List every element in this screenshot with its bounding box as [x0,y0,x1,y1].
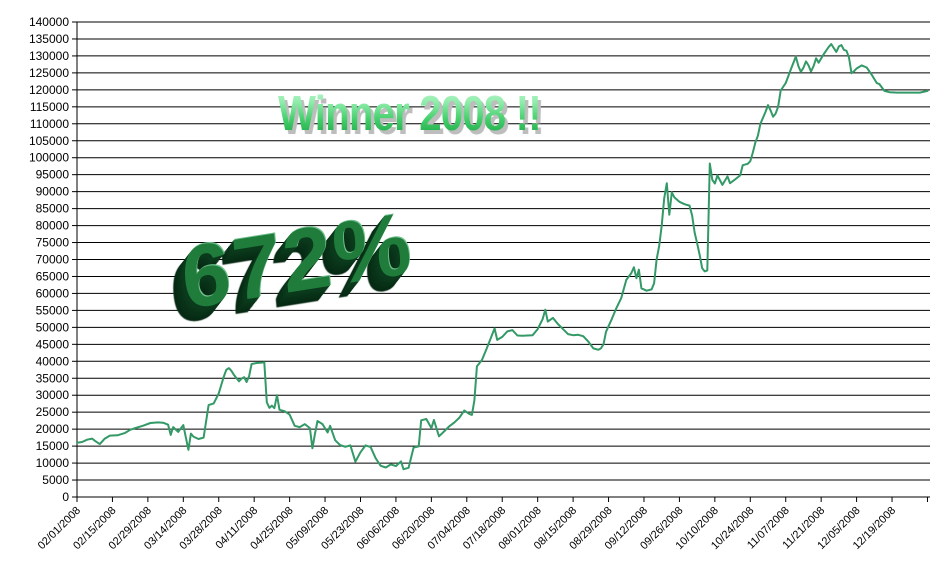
y-tick-label: 125000 [29,66,69,80]
winner-title-overlay: Winner 2008 !! [278,87,542,141]
y-tick-label: 80000 [36,219,70,233]
y-tick-label: 15000 [36,439,70,453]
y-tick-label: 35000 [36,371,70,385]
y-tick-label: 50000 [36,320,70,334]
y-tick-label: 75000 [36,236,70,250]
y-tick-label: 65000 [36,269,70,283]
y-tick-label: 40000 [36,354,70,368]
y-tick-label: 140000 [29,15,69,29]
y-tick-label: 30000 [36,388,70,402]
y-tick-label: 135000 [29,32,69,46]
y-tick-label: 85000 [36,202,70,216]
y-tick-label: 105000 [29,134,69,148]
y-tick-label: 115000 [30,100,69,114]
y-tick-label: 25000 [36,405,70,419]
y-tick-label: 55000 [36,303,70,317]
y-tick-label: 90000 [36,185,70,199]
y-tick-label: 20000 [36,422,70,436]
y-tick-label: 10000 [36,456,70,470]
y-tick-label: 70000 [36,253,70,267]
y-tick-label: 60000 [36,286,70,300]
y-tick-label: 5000 [42,473,69,487]
y-tick-label: 110000 [30,117,69,131]
y-tick-label: 0 [62,490,69,504]
equity-line [76,43,929,471]
y-tick-label: 130000 [29,49,69,63]
y-tick-label: 45000 [36,337,70,351]
y-tick-label: 100000 [29,151,69,165]
y-tick-label: 95000 [36,168,70,182]
y-tick-label: 120000 [29,83,69,97]
